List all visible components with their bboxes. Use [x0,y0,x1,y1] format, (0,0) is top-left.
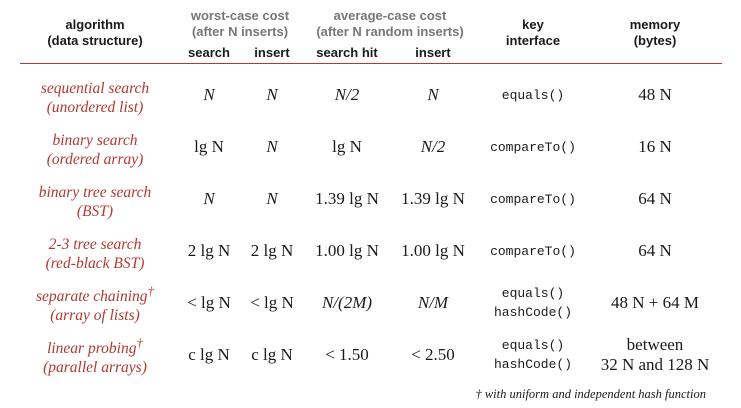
algorithm-cell: 2-3 tree search (red-black BST) [45,236,145,273]
avg-insert-cell: 1.39 lg N [401,189,465,208]
memory-cell: 16 N [638,137,672,156]
avg-search-cell: < 1.50 [325,345,369,364]
key-interface-cell: compareTo() [490,243,576,259]
worst-insert-cell: N [266,137,278,156]
avg-insert-cell: N/M [417,293,449,312]
avg-search-cell: N/(2M) [321,293,373,312]
worst-search-cell: lg N [194,137,224,156]
worst-insert-cell: 2 lg N [250,241,294,260]
header-worst-search: search [188,45,230,60]
algorithm-cell: binary tree search (BST) [38,184,152,221]
algorithm-cell: linear probing† (parallel arrays) [43,334,147,377]
worst-insert-cell: N [266,85,278,104]
worst-insert-cell: N [266,189,278,208]
worst-insert-cell: < lg N [250,293,294,312]
header-search-hit: search hit [316,45,378,60]
memory-cell: between 32 N and 128 N [600,335,710,374]
header-key-interface: key interface [505,17,561,48]
avg-search-cell: N/2 [334,85,360,104]
avg-insert-cell: < 2.50 [411,345,455,364]
header-worst-case: worst-case cost (after N inserts) [190,8,290,39]
algorithm-cell: separate chaining† (array of lists) [36,282,154,325]
memory-cell: 64 N [638,241,672,260]
avg-insert-cell: N [427,85,439,104]
avg-search-cell: 1.39 lg N [315,189,379,208]
key-interface-cell: equals() hashCode() [493,286,572,320]
worst-search-cell: < lg N [187,293,231,312]
algorithm-cell: binary search (ordered array) [46,132,144,169]
header-rule [20,63,722,64]
worst-search-cell: N [203,85,215,104]
key-interface-cell: equals() [501,87,565,103]
header-algorithm: algorithm (data structure) [47,17,143,48]
header-average-case: average-case cost (after N random insert… [316,8,464,39]
key-interface-cell: compareTo() [490,191,576,207]
header-worst-insert: insert [254,45,290,60]
worst-search-cell: N [203,189,215,208]
avg-insert-cell: N/2 [420,137,446,156]
header-avg-insert: insert [415,45,451,60]
worst-search-cell: 2 lg N [187,241,231,260]
footnote: † with uniform and independent hash func… [475,387,706,401]
memory-cell: 64 N [638,189,672,208]
memory-cell: 48 N + 64 M [611,293,699,312]
key-interface-cell: compareTo() [490,139,576,155]
algorithm-cell: sequential search (unordered list) [40,80,150,117]
header-memory: memory (bytes) [629,17,681,48]
avg-insert-cell: 1.00 lg N [401,241,465,260]
avg-search-cell: lg N [332,137,362,156]
memory-cell: 48 N [638,85,672,104]
worst-insert-cell: c lg N [251,345,293,364]
worst-search-cell: c lg N [188,345,230,364]
key-interface-cell: equals() hashCode() [493,338,572,372]
avg-search-cell: 1.00 lg N [315,241,379,260]
